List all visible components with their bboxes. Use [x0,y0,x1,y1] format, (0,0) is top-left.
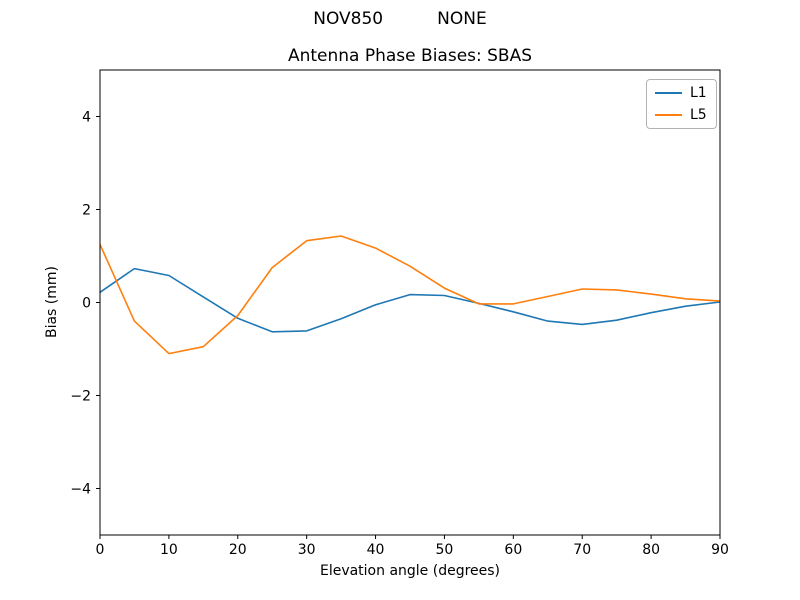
y-tick-label: 0 [82,296,91,312]
x-tick-label: 50 [436,542,454,558]
x-tick-label: 10 [160,542,178,558]
figure-suptitle: NOV850 NONE [313,9,487,29]
legend-item-label: L5 [690,107,707,123]
x-tick-label: 40 [367,542,385,558]
y-tick-label: −2 [70,389,91,405]
x-tick-label: 90 [711,542,729,558]
legend-line-swatch [655,92,682,94]
y-tick-label: 4 [82,110,91,126]
x-tick-label: 70 [573,542,591,558]
x-tick-label: 20 [229,542,247,558]
x-tick-label: 30 [298,542,316,558]
legend-item: L1 [655,85,707,101]
series-line-L5 [99,235,721,355]
x-tick-label: 0 [96,542,105,558]
legend-line-swatch [655,114,682,116]
series-line-L1 [99,267,721,333]
legend: L1 L5 [646,79,717,129]
y-tick-label: −4 [70,482,91,498]
plot-border [99,69,721,536]
chart-title: Antenna Phase Biases: SBAS [287,46,533,66]
legend-item-label: L1 [690,85,707,101]
x-tick-label: 60 [504,542,522,558]
x-tick-label: 80 [642,542,660,558]
x-axis-label: Elevation angle (degrees) [319,563,501,579]
y-tick-label: 2 [82,203,91,219]
legend-item: L5 [655,107,707,123]
